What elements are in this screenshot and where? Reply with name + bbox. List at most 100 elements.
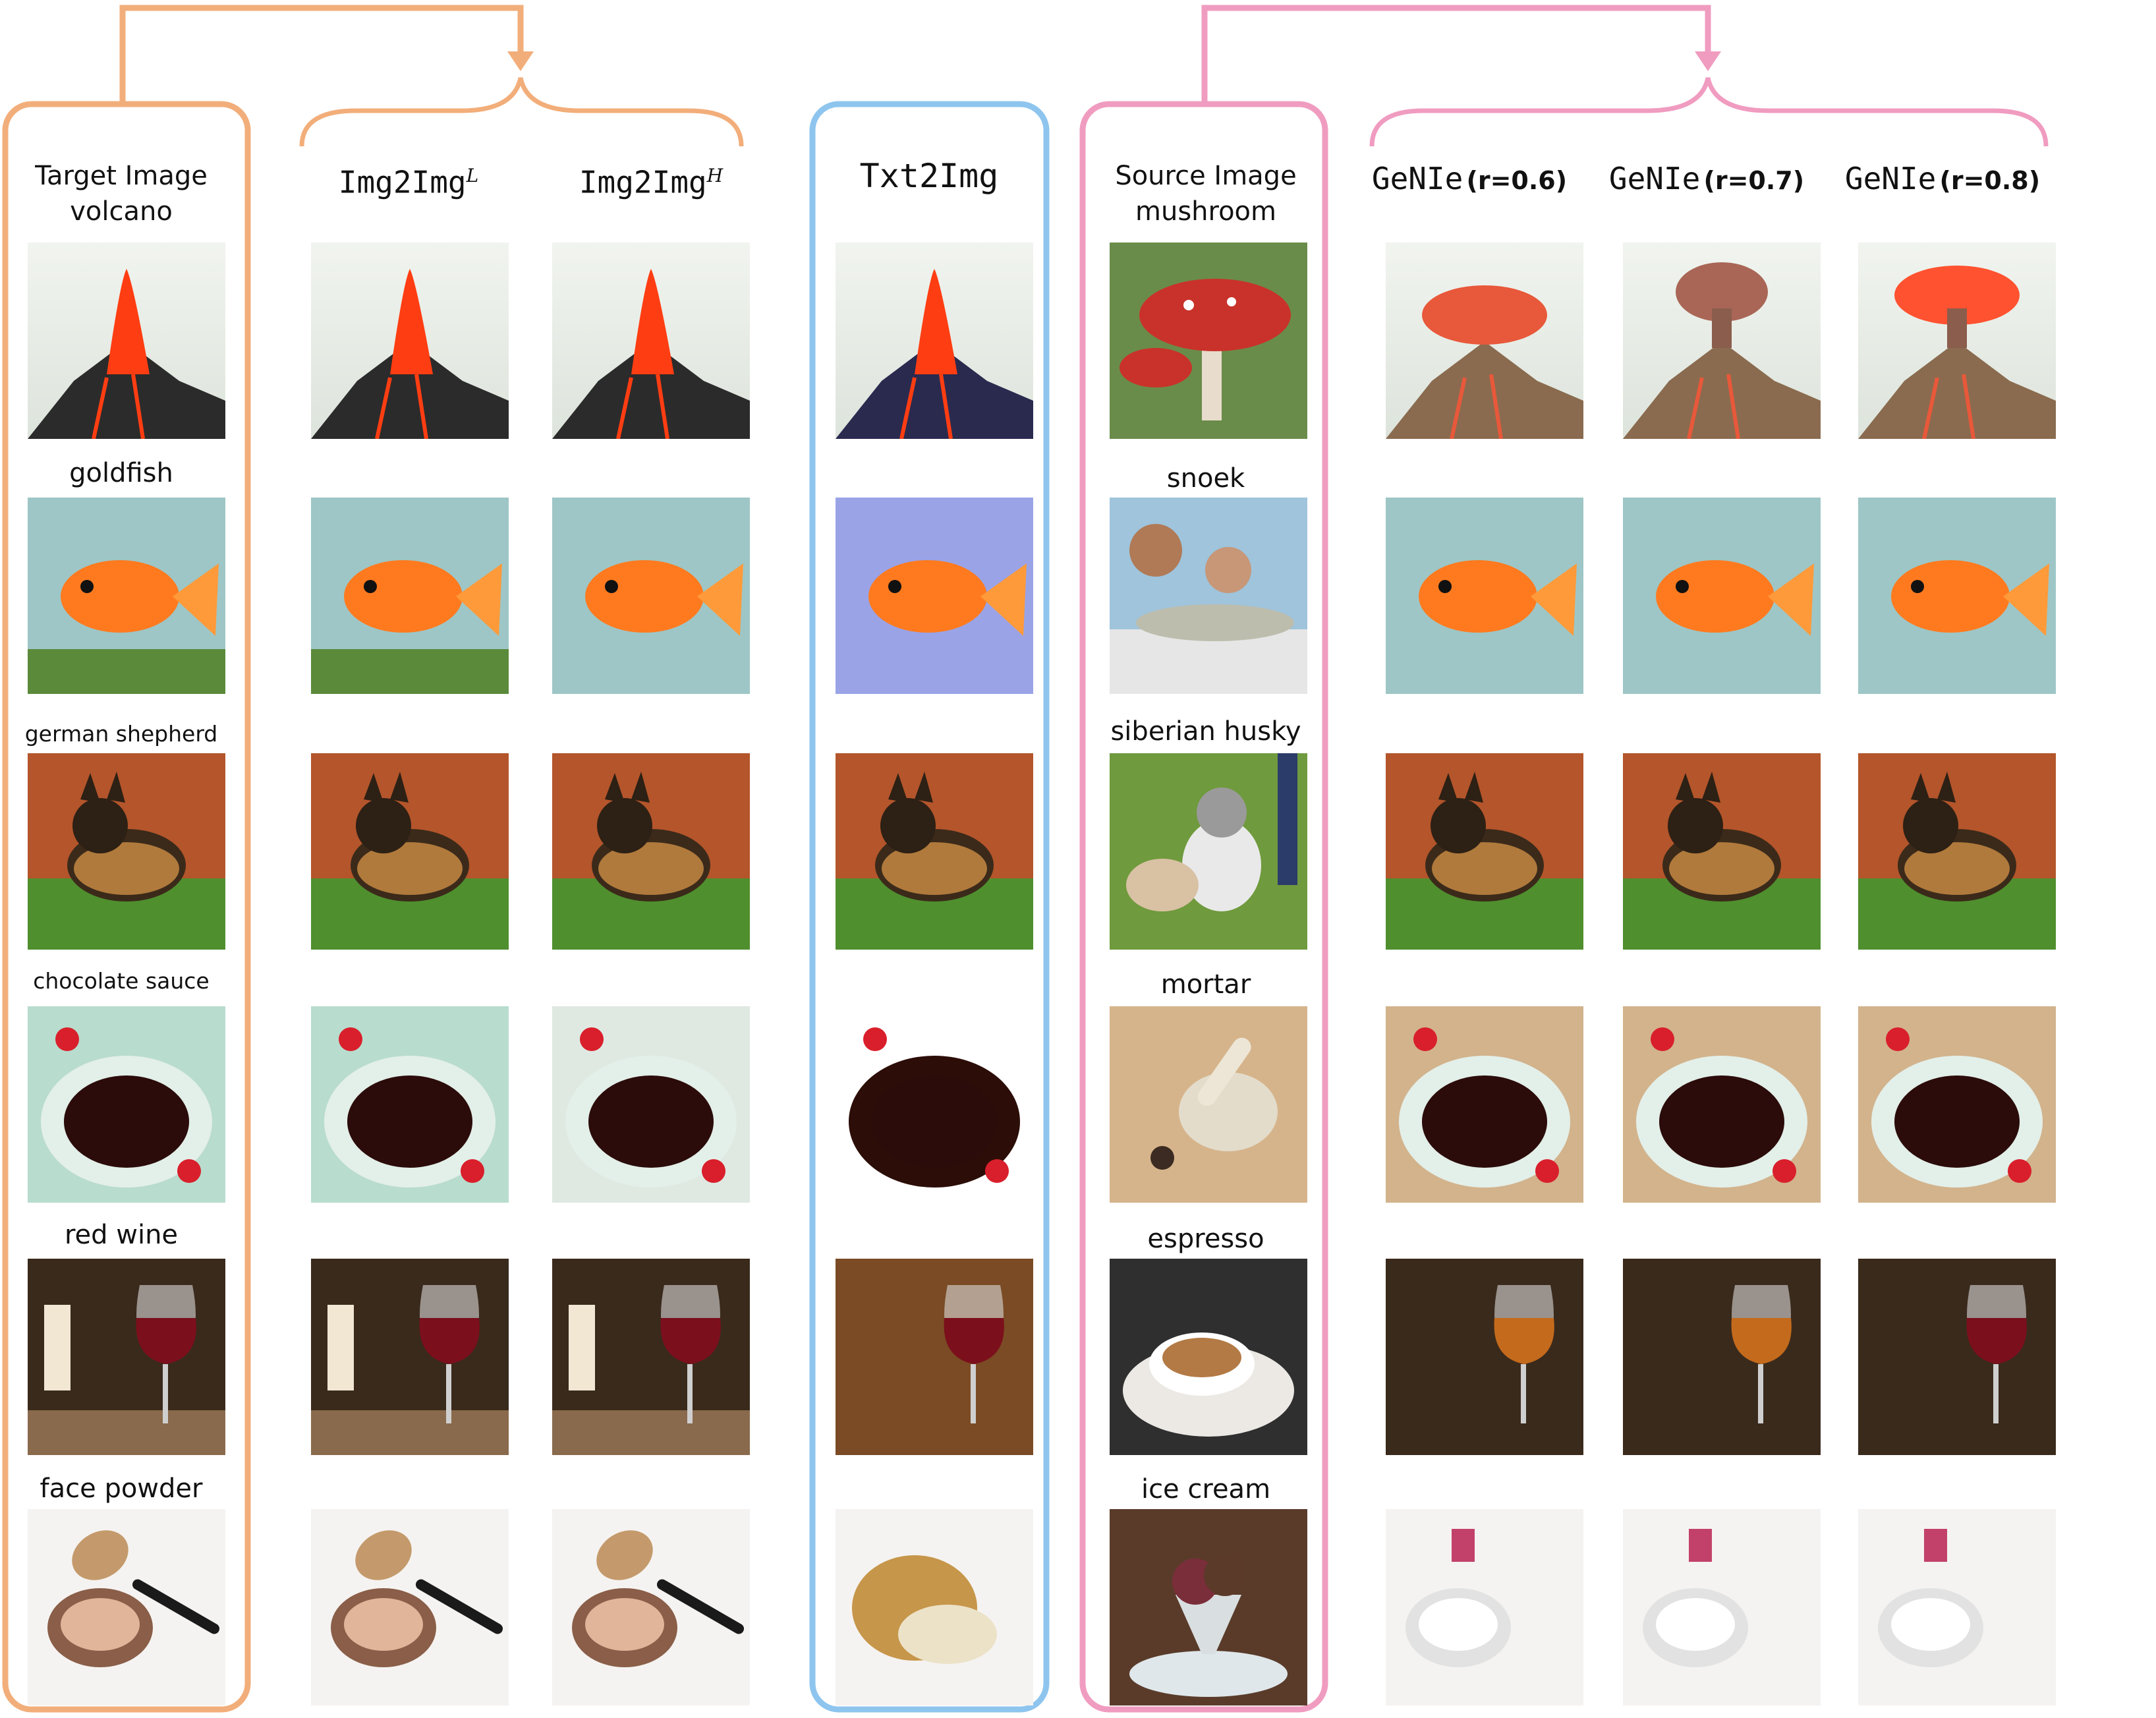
image-face-powder-img2img-low-drawing bbox=[311, 1509, 509, 1705]
image-red-wine-img2img-high-drawing bbox=[552, 1259, 750, 1455]
image-german-shepherd-img2img-high-drawing bbox=[552, 753, 750, 950]
image-face-powder-txt2img bbox=[836, 1509, 1033, 1705]
image-goldfish-target-drawing bbox=[28, 498, 225, 694]
header-img2img-low-text: Img2Img bbox=[338, 164, 467, 200]
header-genie-08: GeNIe (r=0.8) bbox=[1824, 161, 2061, 204]
source-label-mortar: mortar bbox=[1160, 969, 1251, 1000]
image-face-powder-genie-08-drawing bbox=[1858, 1509, 2056, 1705]
image-german-shepherd-txt2img bbox=[836, 753, 1033, 950]
image-red-wine-img2img-low bbox=[311, 1259, 509, 1455]
image-chocolate-sauce-genie-06 bbox=[1386, 1006, 1583, 1203]
image-german-shepherd-source bbox=[1110, 753, 1307, 950]
image-german-shepherd-source-drawing bbox=[1110, 753, 1307, 950]
header-source-line1: Source Image bbox=[1115, 161, 1297, 191]
image-face-powder-genie-08 bbox=[1858, 1509, 2056, 1705]
image-red-wine-genie-07-drawing bbox=[1623, 1259, 1821, 1455]
header-genie-08-ratio: (r=0.8) bbox=[1939, 166, 2041, 195]
image-german-shepherd-img2img-low bbox=[311, 753, 509, 950]
image-volcano-target bbox=[28, 243, 225, 439]
image-volcano-img2img-low bbox=[311, 243, 509, 439]
image-red-wine-txt2img bbox=[836, 1259, 1033, 1455]
image-red-wine-img2img-high bbox=[552, 1259, 750, 1455]
header-genie-07-method: GeNIe bbox=[1608, 161, 1701, 196]
header-genie-08-method: GeNIe bbox=[1844, 161, 1937, 196]
header-img2img-high: Img2ImgH bbox=[552, 158, 750, 200]
header-target: Target Image volcano bbox=[16, 158, 227, 229]
image-german-shepherd-genie-06 bbox=[1386, 753, 1583, 950]
image-goldfish-genie-08 bbox=[1858, 498, 2056, 694]
image-german-shepherd-target bbox=[28, 753, 225, 950]
image-volcano-img2img-high-drawing bbox=[552, 243, 750, 439]
image-chocolate-sauce-txt2img-drawing bbox=[836, 1006, 1033, 1203]
header-img2img-low-sup: L bbox=[466, 165, 479, 186]
image-german-shepherd-genie-06-drawing bbox=[1386, 753, 1583, 950]
image-volcano-source bbox=[1110, 243, 1307, 439]
image-red-wine-genie-07 bbox=[1623, 1259, 1821, 1455]
header-img2img-high-text: Img2Img bbox=[579, 164, 707, 200]
image-goldfish-genie-08-drawing bbox=[1858, 498, 2056, 694]
image-goldfish-genie-06-drawing bbox=[1386, 498, 1583, 694]
image-german-shepherd-genie-07-drawing bbox=[1623, 753, 1821, 950]
header-img2img-high-sup: H bbox=[706, 165, 723, 186]
image-volcano-genie-06-drawing bbox=[1386, 243, 1583, 439]
image-red-wine-genie-06 bbox=[1386, 1259, 1583, 1455]
pink-connector-arrow bbox=[1201, 5, 1711, 104]
image-chocolate-sauce-img2img-high bbox=[552, 1006, 750, 1203]
image-german-shepherd-target-drawing bbox=[28, 753, 225, 950]
image-red-wine-source-drawing bbox=[1110, 1259, 1307, 1455]
image-goldfish-source bbox=[1110, 498, 1307, 694]
image-goldfish-img2img-high-drawing bbox=[552, 498, 750, 694]
pink-brace bbox=[1369, 77, 2049, 147]
image-face-powder-img2img-low bbox=[311, 1509, 509, 1705]
image-chocolate-sauce-source bbox=[1110, 1006, 1307, 1203]
image-german-shepherd-genie-08-drawing bbox=[1858, 753, 2056, 950]
image-face-powder-img2img-high bbox=[552, 1509, 750, 1705]
target-label-chocolate-sauce: chocolate sauce bbox=[33, 968, 210, 994]
image-face-powder-img2img-high-drawing bbox=[552, 1509, 750, 1705]
header-genie-07: GeNIe (r=0.7) bbox=[1588, 161, 1825, 204]
image-goldfish-genie-07-drawing bbox=[1623, 498, 1821, 694]
image-red-wine-genie-08-drawing bbox=[1858, 1259, 2056, 1455]
image-volcano-target-drawing bbox=[28, 243, 225, 439]
header-img2img-low: Img2ImgL bbox=[310, 158, 507, 200]
image-face-powder-genie-07 bbox=[1623, 1509, 1821, 1705]
orange-brace bbox=[299, 77, 744, 147]
image-chocolate-sauce-txt2img bbox=[836, 1006, 1033, 1203]
target-label-red-wine: red wine bbox=[64, 1220, 179, 1250]
image-chocolate-sauce-genie-06-drawing bbox=[1386, 1006, 1583, 1203]
target-label-goldfish: goldfish bbox=[69, 458, 173, 488]
header-target-line2: volcano bbox=[70, 196, 173, 227]
image-red-wine-source bbox=[1110, 1259, 1307, 1455]
image-volcano-img2img-high bbox=[552, 243, 750, 439]
image-goldfish-img2img-low bbox=[311, 498, 509, 694]
image-red-wine-img2img-low-drawing bbox=[311, 1259, 509, 1455]
target-label-german-shepherd: german shepherd bbox=[24, 721, 218, 747]
source-label-snoek: snoek bbox=[1166, 463, 1245, 494]
image-volcano-source-drawing bbox=[1110, 243, 1307, 439]
image-volcano-genie-07-drawing bbox=[1623, 243, 1821, 439]
target-column-box bbox=[2, 101, 251, 1713]
image-chocolate-sauce-target-drawing bbox=[28, 1006, 225, 1203]
image-red-wine-txt2img-drawing bbox=[836, 1259, 1033, 1455]
image-face-powder-genie-06 bbox=[1386, 1509, 1583, 1705]
image-chocolate-sauce-source-drawing bbox=[1110, 1006, 1307, 1203]
image-red-wine-target-drawing bbox=[28, 1259, 225, 1455]
image-german-shepherd-img2img-low-drawing bbox=[311, 753, 509, 950]
image-chocolate-sauce-genie-08 bbox=[1858, 1006, 2056, 1203]
image-chocolate-sauce-img2img-high-drawing bbox=[552, 1006, 750, 1203]
image-face-powder-txt2img-drawing bbox=[836, 1509, 1033, 1705]
image-chocolate-sauce-img2img-low bbox=[311, 1006, 509, 1203]
orange-connector-arrow bbox=[119, 5, 524, 104]
header-source: Source Image mushroom bbox=[1100, 158, 1311, 229]
target-label-face-powder: face powder bbox=[40, 1474, 203, 1504]
image-volcano-genie-07 bbox=[1623, 243, 1821, 439]
image-red-wine-target bbox=[28, 1259, 225, 1455]
image-volcano-img2img-low-drawing bbox=[311, 243, 509, 439]
pink-arrowhead bbox=[1695, 51, 1721, 71]
image-face-powder-genie-07-drawing bbox=[1623, 1509, 1821, 1705]
image-face-powder-target bbox=[28, 1509, 225, 1705]
image-face-powder-source bbox=[1110, 1509, 1307, 1705]
image-chocolate-sauce-genie-07 bbox=[1623, 1006, 1821, 1203]
